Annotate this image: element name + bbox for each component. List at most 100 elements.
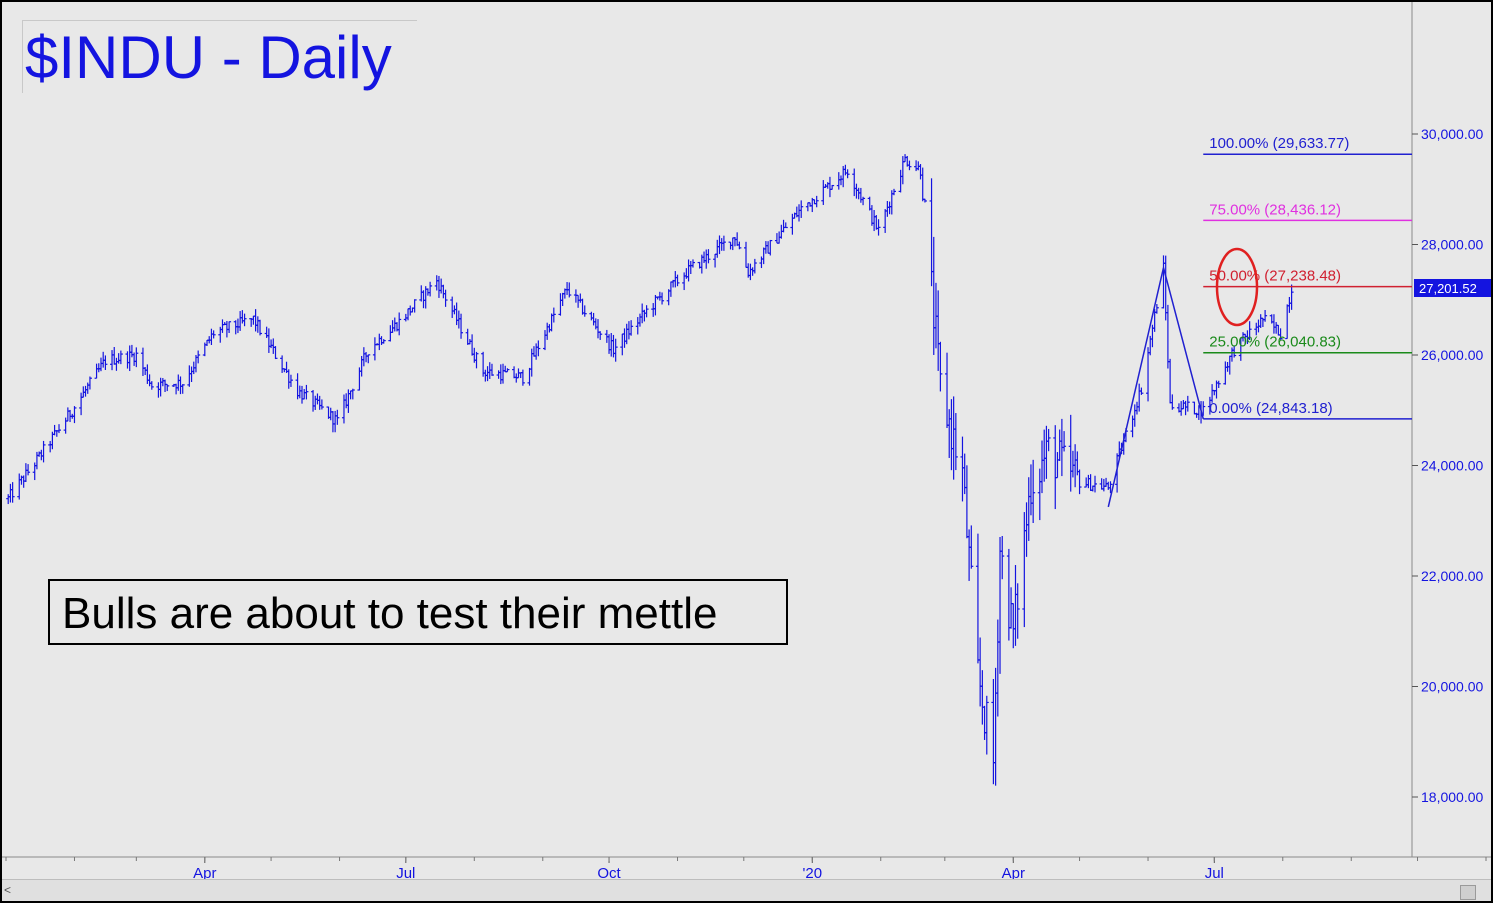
ohlc-bar <box>629 320 634 336</box>
ohlc-bar <box>993 667 998 786</box>
ohlc-bar <box>969 525 974 569</box>
ohlc-bar <box>10 482 15 503</box>
ohlc-bar <box>536 340 541 357</box>
ohlc-bar <box>781 219 786 233</box>
ohlc-bar <box>651 303 656 317</box>
ohlc-bar <box>346 389 351 413</box>
ohlc-bar <box>335 409 340 425</box>
ohlc-bar <box>52 424 57 436</box>
ohlc-bar <box>505 368 510 373</box>
ohlc-bar <box>379 336 384 345</box>
ohlc-bar <box>211 330 216 339</box>
ohlc-bar <box>529 348 534 377</box>
ohlc-bar <box>975 533 980 664</box>
fib-label: 75.00% (28,436.12) <box>1209 201 1341 218</box>
ohlc-bar <box>498 364 503 385</box>
ohlc-bar <box>341 394 346 424</box>
ohlc-bar <box>1068 414 1073 492</box>
ohlc-bar <box>465 328 470 345</box>
ohlc-bar <box>390 320 395 333</box>
ohlc-bar <box>730 237 735 251</box>
ohlc-bar <box>704 249 709 269</box>
ohlc-bar <box>660 292 665 305</box>
ohlc-bar <box>1031 459 1036 523</box>
ohlc-bar <box>34 451 39 470</box>
ohlc-bar <box>178 376 183 395</box>
ohlc-bar <box>377 333 382 351</box>
ohlc-bar <box>1009 587 1014 629</box>
ohlc-bar <box>702 251 707 264</box>
ohlc-bar <box>949 399 954 471</box>
ohlc-bar <box>814 195 819 208</box>
scroll-thumb[interactable] <box>1460 885 1476 900</box>
ohlc-bar <box>960 436 965 502</box>
ohlc-bar <box>547 324 552 333</box>
y-tick-label: 18,000.00 <box>1421 789 1483 805</box>
ohlc-bar <box>1132 404 1137 427</box>
y-tick-label: 26,000.00 <box>1421 347 1483 363</box>
ohlc-bar <box>227 321 232 334</box>
ohlc-bar <box>1104 477 1109 487</box>
ohlc-bars <box>6 154 1294 786</box>
ohlc-bar <box>392 317 397 332</box>
ohlc-bar <box>1093 475 1098 493</box>
ohlc-bar <box>286 369 291 389</box>
scroll-left-arrow-icon[interactable]: < <box>4 883 12 897</box>
horizontal-scrollbar[interactable]: < <box>2 879 1491 901</box>
last-price-label: 27,201.52 <box>1419 281 1477 296</box>
ohlc-bar <box>48 440 53 453</box>
ohlc-bar <box>397 312 402 336</box>
ohlc-bar <box>361 347 366 367</box>
ohlc-bar <box>258 319 263 336</box>
ohlc-bar <box>593 318 598 330</box>
ohlc-bar <box>140 347 145 376</box>
ohlc-bar <box>1185 395 1190 412</box>
ohlc-bar <box>280 355 285 373</box>
ohlc-bar <box>752 258 757 274</box>
x-tick-label: Jul <box>396 865 415 879</box>
ohlc-bar <box>964 465 969 539</box>
ohlc-bar <box>892 188 896 196</box>
ohlc-bar <box>982 705 987 740</box>
ohlc-bar <box>454 302 459 326</box>
ohlc-bar <box>732 236 737 247</box>
ohlc-bar <box>125 351 130 369</box>
ohlc-bar <box>644 305 649 318</box>
ohlc-bar <box>26 464 31 476</box>
ohlc-bar <box>1101 478 1106 492</box>
ohlc-bar <box>1108 481 1113 494</box>
ohlc-bar <box>885 200 890 217</box>
ohlc-bar <box>591 312 596 326</box>
ohlc-bar <box>715 239 720 258</box>
ohlc-bar <box>300 385 304 404</box>
ohlc-bar <box>560 292 565 306</box>
ohlc-bar <box>598 331 603 340</box>
ohlc-bar <box>17 473 22 500</box>
ohlc-bar <box>1165 304 1170 369</box>
ohlc-bar <box>388 325 393 342</box>
price-chart: 18,000.00 20,000.00 22,000.00 24,000.00 26,0… <box>2 2 1491 879</box>
ohlc-bar <box>845 169 850 179</box>
ohlc-bar <box>1168 358 1173 404</box>
y-tick-label: 24,000.00 <box>1421 458 1483 474</box>
fib-label: 25.00% (26,040.83) <box>1209 334 1341 351</box>
ohlc-bar <box>158 377 163 397</box>
ohlc-bar <box>1146 347 1151 402</box>
ohlc-bar <box>690 259 695 268</box>
x-tick-label: Apr <box>193 865 216 879</box>
ohlc-bar <box>642 309 647 322</box>
ohlc-bar <box>790 213 795 235</box>
ohlc-bar <box>883 209 888 233</box>
ohlc-bar <box>8 483 13 503</box>
ohlc-bar <box>253 309 258 332</box>
ohlc-bar <box>900 156 905 185</box>
ohlc-bar <box>189 366 194 383</box>
ohlc-bar <box>23 463 28 483</box>
ohlc-bar <box>1263 310 1268 322</box>
y-tick-label: 30,000.00 <box>1421 126 1483 142</box>
ohlc-bar <box>843 164 848 176</box>
ohlc-bar <box>918 164 923 180</box>
ohlc-bar <box>1139 387 1144 395</box>
ohlc-bar <box>1137 383 1142 412</box>
ohlc-bar <box>39 449 44 461</box>
